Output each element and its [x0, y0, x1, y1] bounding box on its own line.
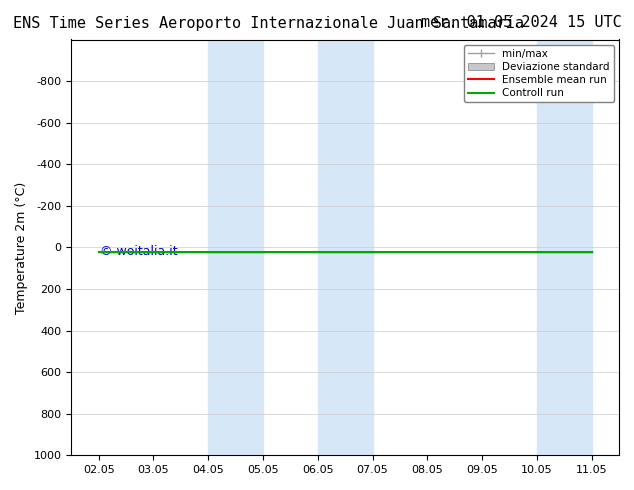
Bar [318, 40, 373, 455]
Text: mer. 01.05.2024 15 UTC: mer. 01.05.2024 15 UTC [420, 15, 621, 30]
Y-axis label: Temperature 2m (°C): Temperature 2m (°C) [15, 181, 28, 314]
Legend: min/max, Deviazione standard, Ensemble mean run, Controll run: min/max, Deviazione standard, Ensemble m… [463, 45, 614, 102]
Text: ENS Time Series Aeroporto Internazionale Juan Santamaría: ENS Time Series Aeroporto Internazionale… [13, 15, 524, 31]
Bar [208, 40, 263, 455]
Bar [537, 40, 592, 455]
Text: © woitalia.it: © woitalia.it [100, 245, 178, 258]
